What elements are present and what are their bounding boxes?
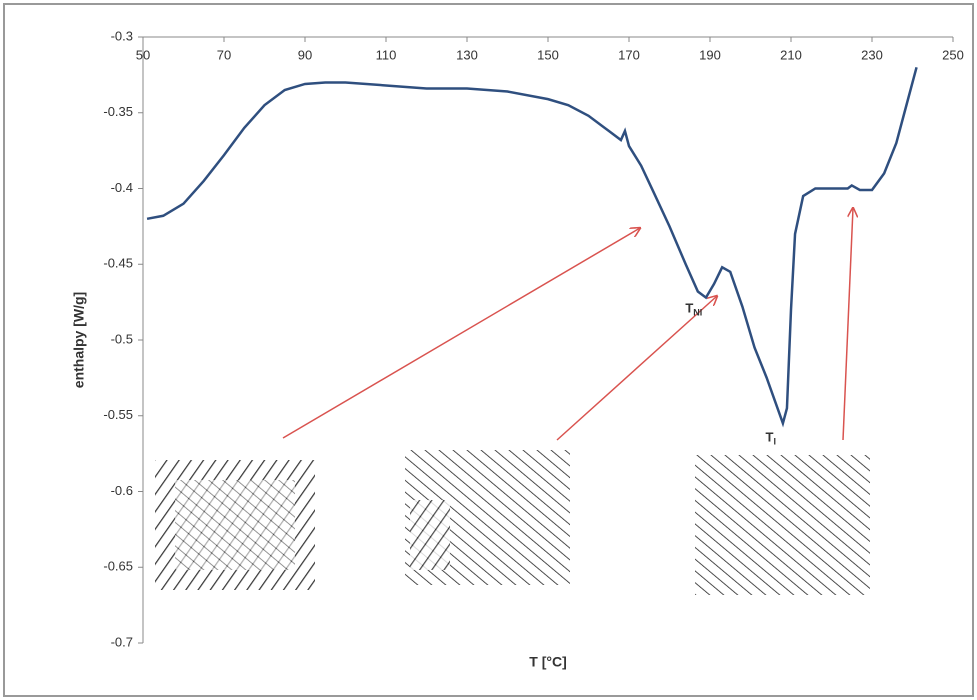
- y-tick-label: -0.7: [111, 634, 133, 649]
- y-tick-label: -0.55: [103, 407, 133, 422]
- x-tick-label: 170: [618, 47, 640, 62]
- x-tick-label: 230: [861, 47, 883, 62]
- x-tick-label: 90: [298, 47, 312, 62]
- annotation-subscript: I: [773, 437, 776, 447]
- annotation-text: T: [766, 430, 774, 445]
- x-axis-label: T [°C]: [529, 654, 566, 670]
- x-tick-label: 250: [942, 47, 964, 62]
- y-tick-label: -0.3: [111, 28, 133, 43]
- x-tick-label: 150: [537, 47, 559, 62]
- y-axis-label: enthalpy [W/g]: [71, 292, 87, 388]
- y-tick-label: -0.65: [103, 559, 133, 574]
- y-tick-label: -0.45: [103, 256, 133, 271]
- annotation-text: T: [685, 301, 693, 316]
- x-tick-label: 110: [376, 47, 397, 62]
- x-tick-label: 50: [136, 47, 150, 62]
- x-tick-label: 190: [699, 47, 721, 62]
- x-tick-label: 70: [217, 47, 231, 62]
- y-tick-label: -0.6: [111, 483, 133, 498]
- chart: enthalpy [W/g] T [°C] 50 70 90 110 130 150 170…: [0, 0, 977, 700]
- micrographs: [155, 450, 870, 595]
- x-tick-label: 130: [456, 47, 478, 62]
- annotation-subscript: NI: [693, 308, 702, 318]
- y-tick-label: -0.4: [111, 180, 133, 195]
- x-tick-label: 210: [780, 47, 802, 62]
- y-tick-label: -0.35: [103, 104, 133, 119]
- y-tick-label: -0.5: [111, 331, 133, 346]
